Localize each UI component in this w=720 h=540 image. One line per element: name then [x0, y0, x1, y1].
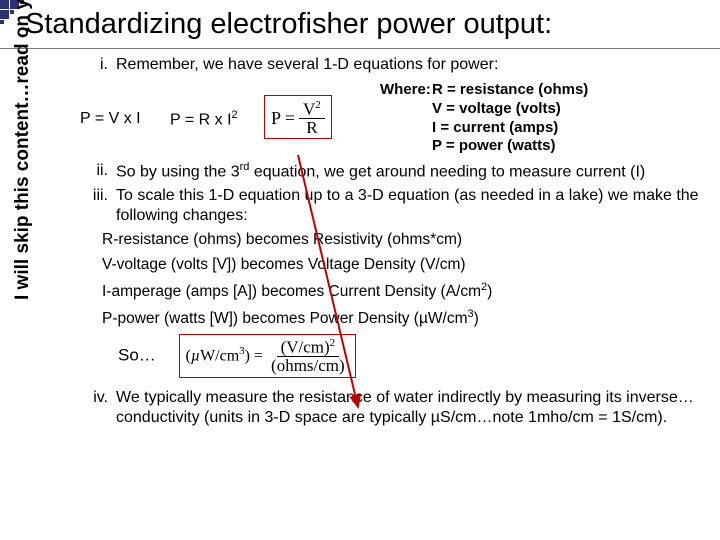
sub-point-v: V-voltage (volts [V]) becomes Voltage De…: [102, 255, 710, 276]
title-divider: [0, 48, 720, 49]
decor-square: [0, 10, 9, 19]
point-i: i. Remember, we have several 1-D equatio…: [80, 55, 710, 75]
slide-title: Standardizing electrofisher power output…: [25, 8, 552, 41]
sub-point-i: I-amperage (amps [A]) becomes Current De…: [102, 280, 710, 303]
where-block: Where:R = resistance (ohms) V = voltage …: [380, 81, 588, 156]
content-area: i. Remember, we have several 1-D equatio…: [80, 55, 710, 432]
list-text: We typically measure the resistance of w…: [116, 388, 710, 428]
list-num: ii.: [80, 161, 116, 182]
eq-pri2: P = R x I2: [170, 109, 238, 130]
list-num: iv.: [80, 388, 116, 428]
list-num: i.: [80, 55, 116, 75]
fraction: V2 R: [299, 100, 325, 136]
list-text: To scale this 1-D equation up to a 3-D e…: [116, 186, 710, 226]
point-iii: iii. To scale this 1-D equation up to a …: [80, 186, 710, 226]
equations-row: P = V x I P = R x I2 P = V2 R Where:R = …: [80, 81, 710, 151]
point-ii: ii. So by using the 3rd equation, we get…: [80, 161, 710, 182]
point-iv: iv. We typically measure the resistance …: [80, 388, 710, 428]
list-text: Remember, we have several 1-D equations …: [116, 55, 710, 75]
sub-point-r: R-resistance (ohms) becomes Resistivity …: [102, 230, 710, 251]
eq-pvi: P = V x I: [80, 109, 141, 129]
decor-square: [0, 20, 4, 24]
eq-density-box: (µW/cm3) = (V/cm)2 (ohms/cm): [179, 334, 356, 378]
eq-pv2r-box: P = V2 R: [264, 95, 332, 139]
so-line: So… (µW/cm3) = (V/cm)2 (ohms/cm): [118, 334, 710, 378]
sub-point-p: P-power (watts [W]) becomes Power Densit…: [102, 307, 710, 330]
list-text: So by using the 3rd equation, we get aro…: [116, 161, 710, 182]
list-num: iii.: [80, 186, 116, 226]
decor-square: [0, 0, 9, 9]
fraction: (V/cm)2 (ohms/cm): [267, 338, 349, 374]
sidebar-note: I will skip this content…read on your ow…: [12, 0, 34, 300]
